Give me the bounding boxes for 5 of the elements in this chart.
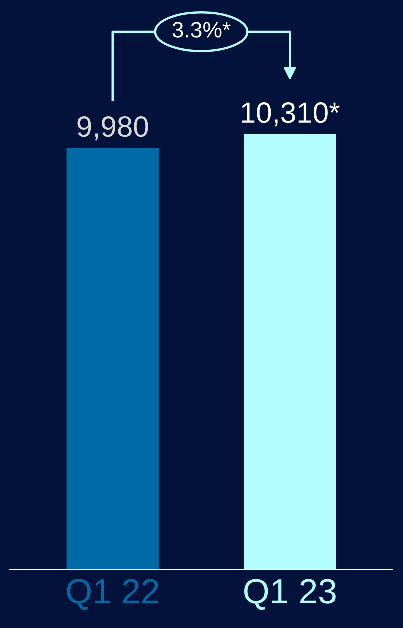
x-tick-label: Q1 22 — [67, 579, 158, 610]
annotation: 3.3%* — [172, 22, 231, 38]
x-tick-label: Q1 23 — [244, 579, 336, 610]
data-label: 9,980 — [78, 116, 148, 141]
data-label: 10,310* — [242, 102, 340, 127]
